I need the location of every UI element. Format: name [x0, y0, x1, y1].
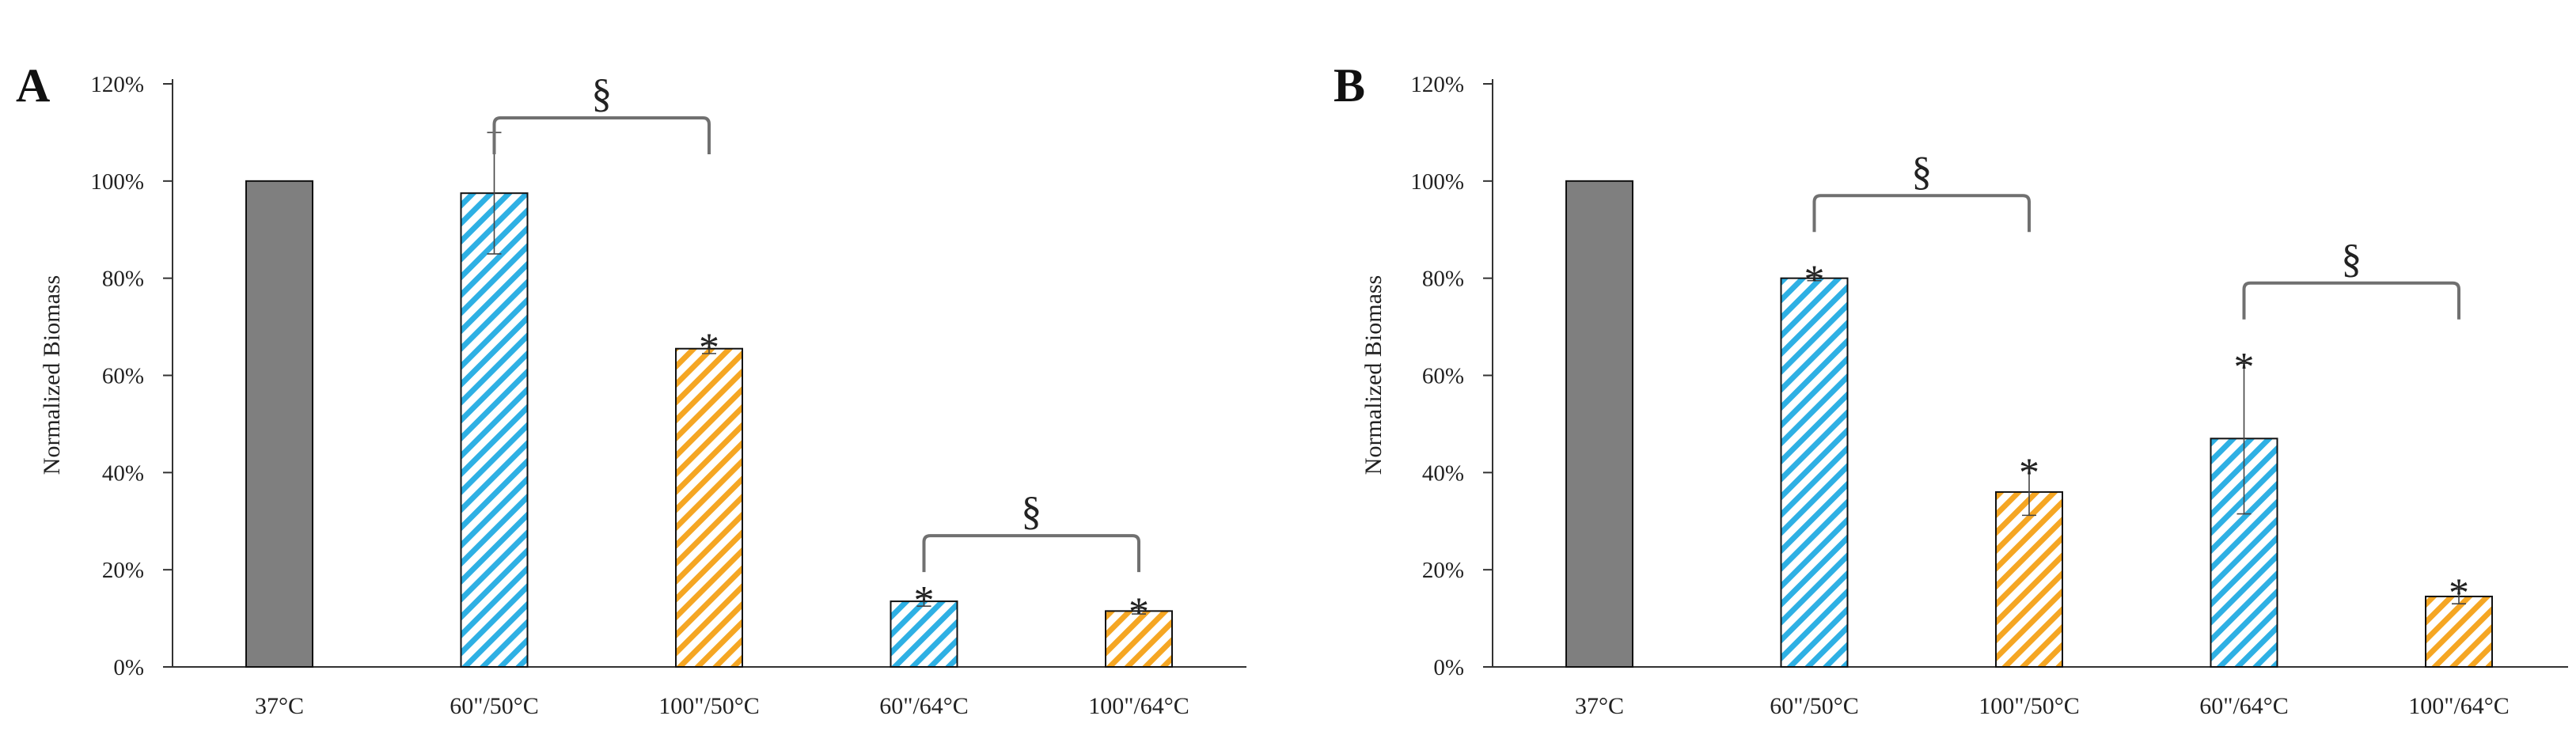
y-tick-label: 60% [102, 364, 144, 389]
significance-star: * [699, 326, 719, 371]
significance-star: * [2234, 345, 2255, 390]
significance-star: * [1804, 258, 1825, 303]
bar [245, 180, 313, 669]
y-tick-label: 0% [113, 655, 144, 680]
significance-star: * [1129, 590, 1149, 635]
bar [1565, 180, 1633, 669]
y-tick-label: 40% [1422, 460, 1464, 486]
bar [890, 600, 958, 669]
y-tick-label: 120% [90, 72, 144, 97]
panel-letter-b: B [1334, 59, 1365, 112]
significance-section-symbol: § [1021, 489, 1041, 534]
panel-b-chart: B Normalized Biomass 0% 20% 40% 60% 80% 100% 1… [1334, 59, 2568, 719]
x-category-label: 60"/50°C [1770, 693, 1859, 719]
y-tick-label: 0% [1433, 655, 1464, 680]
y-axis-title-a: Normalized Biomass [39, 275, 65, 475]
y-tick-label: 40% [102, 460, 144, 486]
bar [1780, 277, 1849, 668]
bar [675, 347, 743, 668]
x-category-label: 100"/64°C [1088, 693, 1189, 719]
x-category-label: 100"/64°C [2408, 693, 2510, 719]
x-category-label: 60"/64°C [2199, 693, 2289, 719]
significance-star: * [2019, 450, 2039, 495]
y-tick-label: 80% [1422, 267, 1464, 292]
y-tick-label: 100% [90, 169, 144, 195]
y-tick-label: 80% [102, 267, 144, 292]
y-axis-title-b: Normalized Biomass [1360, 275, 1387, 475]
x-category-label: 37°C [255, 693, 304, 719]
bar [2425, 595, 2493, 669]
y-tick-label: 20% [102, 558, 144, 583]
bar [1995, 490, 2063, 669]
significance-star: * [2449, 571, 2469, 616]
x-category-label: 60"/64°C [879, 693, 969, 719]
panel-letter-a: A [16, 59, 50, 112]
x-category-label: 100"/50°C [658, 693, 760, 719]
significance-bracket [492, 116, 711, 154]
significance-section-symbol: § [1911, 149, 1932, 194]
x-category-label: 100"/50°C [1978, 693, 2080, 719]
y-tick-label: 60% [1422, 364, 1464, 389]
significance-section-symbol: § [591, 71, 612, 116]
significance-star: * [914, 578, 935, 623]
y-tick-label: 100% [1410, 169, 1464, 195]
significance-bracket [2242, 281, 2460, 320]
x-category-label: 37°C [1575, 693, 1624, 719]
x-category-label: 60"/50°C [450, 693, 539, 719]
panel-a-chart: A Normalized Biomass 0% 20% 40% 60% 80% 100% 1… [16, 59, 1246, 719]
bar [460, 192, 529, 668]
y-tick-label: 20% [1422, 558, 1464, 583]
y-tick-label: 120% [1410, 72, 1464, 97]
significance-bracket [922, 534, 1140, 573]
significance-bracket [1812, 194, 2031, 233]
significance-section-symbol: § [2341, 237, 2362, 282]
